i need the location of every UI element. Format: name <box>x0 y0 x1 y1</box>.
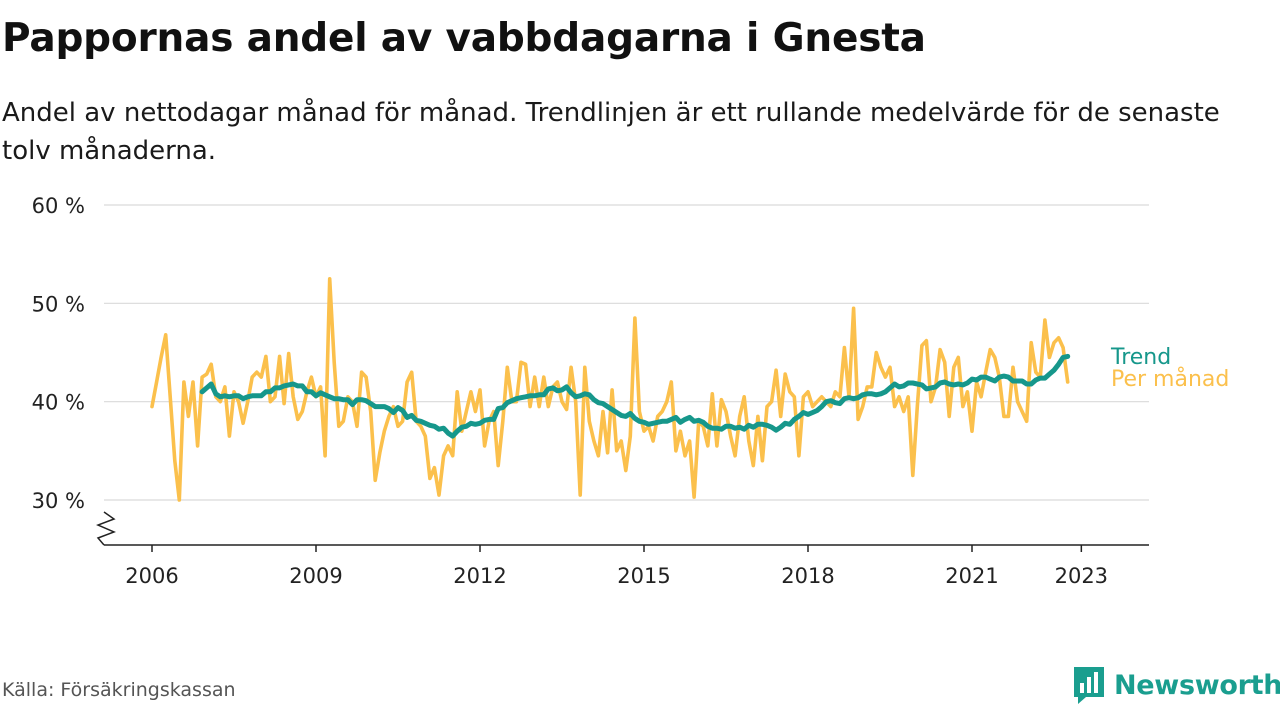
gridlines <box>104 204 1149 501</box>
series-line-trend <box>199 353 1071 439</box>
y-tick-label: 30 % <box>32 489 85 513</box>
x-tick-label: 2012 <box>453 564 506 588</box>
source-note: Källa: Försäkringskassan <box>2 679 236 701</box>
series-lines <box>150 277 1071 502</box>
y-tick-label: 60 % <box>32 194 85 218</box>
axis-break-icon <box>96 511 116 546</box>
x-tick-label: 2009 <box>289 564 342 588</box>
legend-label-per-manad: Per månad <box>1111 366 1229 392</box>
legend-label-trend: Trend <box>1110 345 1171 370</box>
y-axis: 30 % 40 % 50 % 60 % <box>32 194 116 546</box>
x-tick-label: 2015 <box>617 564 670 588</box>
chart-title: Pappornas andel av vabbdagarna i Gnesta <box>2 16 926 61</box>
brand-name: Newsworthy <box>1114 669 1280 701</box>
x-tick-label: 2006 <box>125 564 178 588</box>
y-tick-label: 50 % <box>32 292 85 316</box>
x-tick-label: 2023 <box>1055 564 1108 588</box>
x-axis: 2006 2009 2012 2015 2018 2021 2023 <box>104 544 1149 588</box>
bar-chart-logo-icon <box>1074 667 1104 704</box>
brand-logo[interactable]: Newsworthy <box>1072 665 1280 705</box>
series-line-per-manad <box>150 277 1070 502</box>
x-tick-label: 2021 <box>945 564 998 588</box>
x-tick-label: 2018 <box>781 564 834 588</box>
y-tick-label: 40 % <box>32 391 85 415</box>
chart-subtitle: Andel av nettodagar månad för månad. Tre… <box>2 98 1220 166</box>
